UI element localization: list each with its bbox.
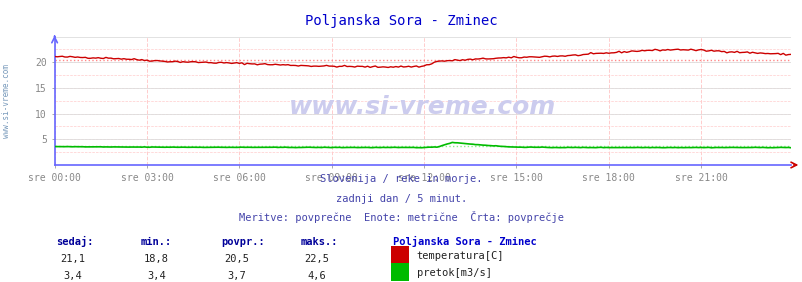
Text: www.si-vreme.com: www.si-vreme.com <box>289 95 556 119</box>
Text: 20,5: 20,5 <box>224 254 249 264</box>
Text: 18,8: 18,8 <box>144 254 169 264</box>
Text: pretok[m3/s]: pretok[m3/s] <box>416 268 491 278</box>
Text: Poljanska Sora - Zminec: Poljanska Sora - Zminec <box>305 14 497 28</box>
Text: www.si-vreme.com: www.si-vreme.com <box>2 64 11 138</box>
Text: Poljanska Sora - Zminec: Poljanska Sora - Zminec <box>393 236 537 247</box>
Text: temperatura[C]: temperatura[C] <box>416 251 504 261</box>
Text: 22,5: 22,5 <box>304 254 330 264</box>
Text: 3,4: 3,4 <box>147 271 166 281</box>
Text: zadnji dan / 5 minut.: zadnji dan / 5 minut. <box>335 194 467 204</box>
Text: maks.:: maks.: <box>301 237 338 247</box>
Text: 4,6: 4,6 <box>307 271 326 281</box>
Text: 3,7: 3,7 <box>227 271 246 281</box>
Text: povpr.:: povpr.: <box>221 237 264 247</box>
Text: Meritve: povprečne  Enote: metrične  Črta: povprečje: Meritve: povprečne Enote: metrične Črta:… <box>239 212 563 223</box>
Text: 3,4: 3,4 <box>63 271 82 281</box>
Text: Slovenija / reke in morje.: Slovenija / reke in morje. <box>320 174 482 184</box>
Text: sedaj:: sedaj: <box>56 236 94 247</box>
Text: 21,1: 21,1 <box>59 254 85 264</box>
Text: min.:: min.: <box>140 237 172 247</box>
